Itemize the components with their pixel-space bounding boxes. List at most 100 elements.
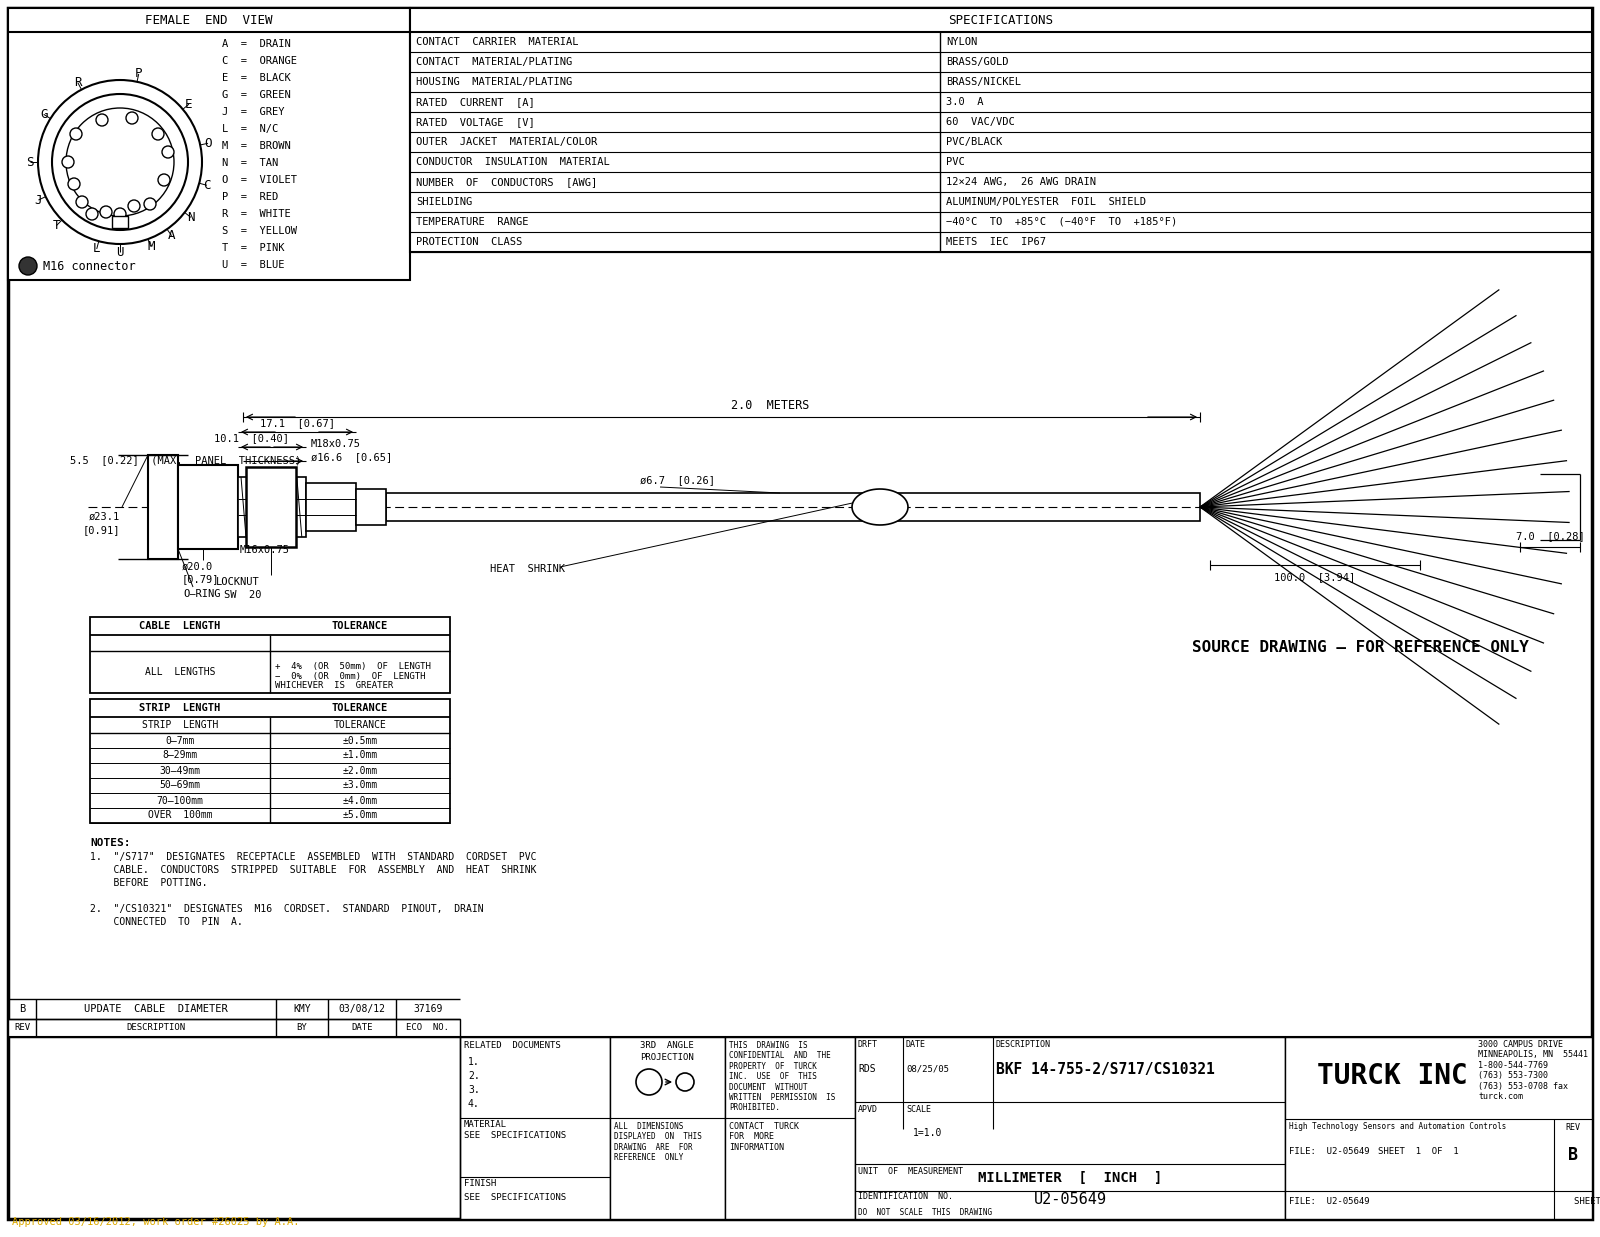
Circle shape bbox=[19, 257, 37, 275]
Text: B: B bbox=[1568, 1145, 1578, 1164]
Text: PROTECTION  CLASS: PROTECTION CLASS bbox=[416, 238, 522, 247]
Circle shape bbox=[96, 114, 109, 126]
Circle shape bbox=[70, 127, 82, 140]
Text: SEE  SPECIFICATIONS: SEE SPECIFICATIONS bbox=[464, 1132, 566, 1141]
Circle shape bbox=[67, 178, 80, 190]
Text: S: S bbox=[26, 156, 34, 168]
Text: CONTACT  MATERIAL/PLATING: CONTACT MATERIAL/PLATING bbox=[416, 57, 573, 67]
Text: 70–100mm: 70–100mm bbox=[157, 795, 203, 805]
Bar bbox=[8, 1019, 461, 1037]
Text: E  =  BLACK: E = BLACK bbox=[222, 73, 291, 83]
Circle shape bbox=[152, 127, 165, 140]
Circle shape bbox=[128, 200, 141, 212]
Text: BEFORE  POTTING.: BEFORE POTTING. bbox=[90, 878, 208, 888]
Text: ±5.0mm: ±5.0mm bbox=[342, 810, 378, 820]
Bar bbox=[1285, 1037, 1592, 1218]
Text: SHIELDING: SHIELDING bbox=[416, 197, 472, 207]
Text: DATE: DATE bbox=[352, 1023, 373, 1033]
Text: G: G bbox=[40, 108, 48, 121]
Text: 60  VAC/VDC: 60 VAC/VDC bbox=[946, 118, 1014, 127]
Text: CABLE  LENGTH: CABLE LENGTH bbox=[139, 621, 221, 631]
Text: ±2.0mm: ±2.0mm bbox=[342, 766, 378, 776]
Text: SEE  SPECIFICATIONS: SEE SPECIFICATIONS bbox=[464, 1192, 566, 1202]
Text: STRIP  LENGTH: STRIP LENGTH bbox=[139, 703, 221, 713]
Text: LOCKNUT: LOCKNUT bbox=[216, 576, 259, 588]
Text: 37169: 37169 bbox=[413, 1004, 443, 1014]
Text: M16x0.75: M16x0.75 bbox=[240, 546, 290, 555]
Text: J  =  GREY: J = GREY bbox=[222, 106, 285, 118]
Text: 3.: 3. bbox=[467, 1085, 480, 1095]
Text: BY: BY bbox=[296, 1023, 307, 1033]
Text: [0.91]: [0.91] bbox=[83, 524, 120, 534]
Text: P: P bbox=[134, 68, 142, 80]
Text: 4.: 4. bbox=[467, 1098, 480, 1110]
Text: 2.0  METERS: 2.0 METERS bbox=[731, 400, 810, 412]
Text: M18x0.75: M18x0.75 bbox=[310, 439, 362, 449]
Text: CONTACT  TURCK
FOR  MORE
INFORMATION: CONTACT TURCK FOR MORE INFORMATION bbox=[730, 1122, 798, 1152]
Text: C  =  ORANGE: C = ORANGE bbox=[222, 56, 298, 66]
Text: DO  NOT  SCALE  THIS  DRAWING: DO NOT SCALE THIS DRAWING bbox=[858, 1209, 992, 1217]
Text: 3000 CAMPUS DRIVE
MINNEAPOLIS, MN  55441
1-800-544-7769
(763) 553-7300
(763) 553: 3000 CAMPUS DRIVE MINNEAPOLIS, MN 55441 … bbox=[1478, 1040, 1587, 1101]
Text: CONTACT  CARRIER  MATERIAL: CONTACT CARRIER MATERIAL bbox=[416, 37, 579, 47]
Text: 1.: 1. bbox=[467, 1056, 480, 1068]
Text: CABLE.  CONDUCTORS  STRIPPED  SUITABLE  FOR  ASSEMBLY  AND  HEAT  SHRINK: CABLE. CONDUCTORS STRIPPED SUITABLE FOR … bbox=[90, 865, 536, 875]
Text: DESCRIPTION: DESCRIPTION bbox=[126, 1023, 186, 1033]
Circle shape bbox=[86, 208, 98, 220]
Text: ±3.0mm: ±3.0mm bbox=[342, 781, 378, 790]
Text: TEMPERATURE  RANGE: TEMPERATURE RANGE bbox=[416, 216, 528, 228]
Text: 08/25/05: 08/25/05 bbox=[906, 1065, 949, 1074]
Text: ø23.1: ø23.1 bbox=[88, 512, 120, 522]
Text: U: U bbox=[117, 245, 123, 259]
Text: NOTES:: NOTES: bbox=[90, 837, 131, 849]
Text: ±0.5mm: ±0.5mm bbox=[342, 736, 378, 746]
Text: 7.0  [0.28]: 7.0 [0.28] bbox=[1515, 531, 1584, 541]
Bar bbox=[238, 477, 306, 537]
Text: OVER  100mm: OVER 100mm bbox=[147, 810, 213, 820]
Text: PVC: PVC bbox=[946, 157, 965, 167]
Circle shape bbox=[77, 195, 88, 208]
Text: MILLIMETER  [  INCH  ]: MILLIMETER [ INCH ] bbox=[978, 1170, 1162, 1185]
Bar bbox=[410, 7, 1592, 252]
Text: DATE: DATE bbox=[906, 1040, 926, 1049]
Text: TOLERANCE: TOLERANCE bbox=[331, 621, 389, 631]
Text: M16 connector: M16 connector bbox=[43, 260, 136, 272]
Bar bbox=[246, 468, 296, 547]
Text: ø16.6  [0.65]: ø16.6 [0.65] bbox=[310, 452, 392, 461]
Text: −40°C  TO  +85°C  (−40°F  TO  +185°F): −40°C TO +85°C (−40°F TO +185°F) bbox=[946, 216, 1178, 228]
Text: T: T bbox=[53, 219, 61, 233]
Text: FEMALE  END  VIEW: FEMALE END VIEW bbox=[146, 14, 272, 26]
Text: 1=1.0: 1=1.0 bbox=[914, 1128, 942, 1138]
Text: PROJECTION: PROJECTION bbox=[640, 1053, 694, 1063]
Text: ±4.0mm: ±4.0mm bbox=[342, 795, 378, 805]
Text: U2-05649: U2-05649 bbox=[1034, 1191, 1107, 1206]
Bar bbox=[90, 617, 450, 693]
Bar bbox=[386, 494, 1200, 521]
Text: ALL  LENGTHS: ALL LENGTHS bbox=[144, 667, 216, 677]
Text: TOLERANCE: TOLERANCE bbox=[331, 703, 389, 713]
Text: SPECIFICATIONS: SPECIFICATIONS bbox=[949, 14, 1053, 26]
Text: A  =  DRAIN: A = DRAIN bbox=[222, 40, 291, 49]
Text: SCALE: SCALE bbox=[906, 1105, 931, 1115]
Text: KMY: KMY bbox=[293, 1004, 310, 1014]
Text: REV: REV bbox=[1565, 1123, 1581, 1132]
Text: 100.0  [3.94]: 100.0 [3.94] bbox=[1274, 571, 1355, 581]
Text: 17.1  [0.67]: 17.1 [0.67] bbox=[259, 418, 334, 428]
Text: −  0%  (OR  0mm)  OF  LENGTH: − 0% (OR 0mm) OF LENGTH bbox=[275, 672, 426, 680]
Text: O–RING: O–RING bbox=[182, 589, 221, 599]
Text: STRIP  LENGTH: STRIP LENGTH bbox=[142, 720, 218, 730]
Text: TURCK INC: TURCK INC bbox=[1317, 1061, 1467, 1090]
Text: FILE:  U2-05649: FILE: U2-05649 bbox=[1290, 1197, 1370, 1206]
Text: R: R bbox=[74, 75, 82, 89]
Text: UNIT  OF  MEASUREMENT: UNIT OF MEASUREMENT bbox=[858, 1166, 963, 1176]
Text: DRFT: DRFT bbox=[858, 1040, 878, 1049]
Text: TOLERANCE: TOLERANCE bbox=[333, 720, 387, 730]
Circle shape bbox=[62, 156, 74, 168]
Text: FINISH: FINISH bbox=[464, 1179, 496, 1188]
Text: A: A bbox=[168, 229, 176, 242]
Bar bbox=[461, 1037, 610, 1218]
Text: RDS: RDS bbox=[858, 1065, 875, 1075]
Text: R  =  WHITE: R = WHITE bbox=[222, 209, 291, 219]
Text: CONNECTED  TO  PIN  A.: CONNECTED TO PIN A. bbox=[90, 917, 243, 927]
Text: G  =  GREEN: G = GREEN bbox=[222, 90, 291, 100]
Text: ALUMINUM/POLYESTER  FOIL  SHIELD: ALUMINUM/POLYESTER FOIL SHIELD bbox=[946, 197, 1146, 207]
